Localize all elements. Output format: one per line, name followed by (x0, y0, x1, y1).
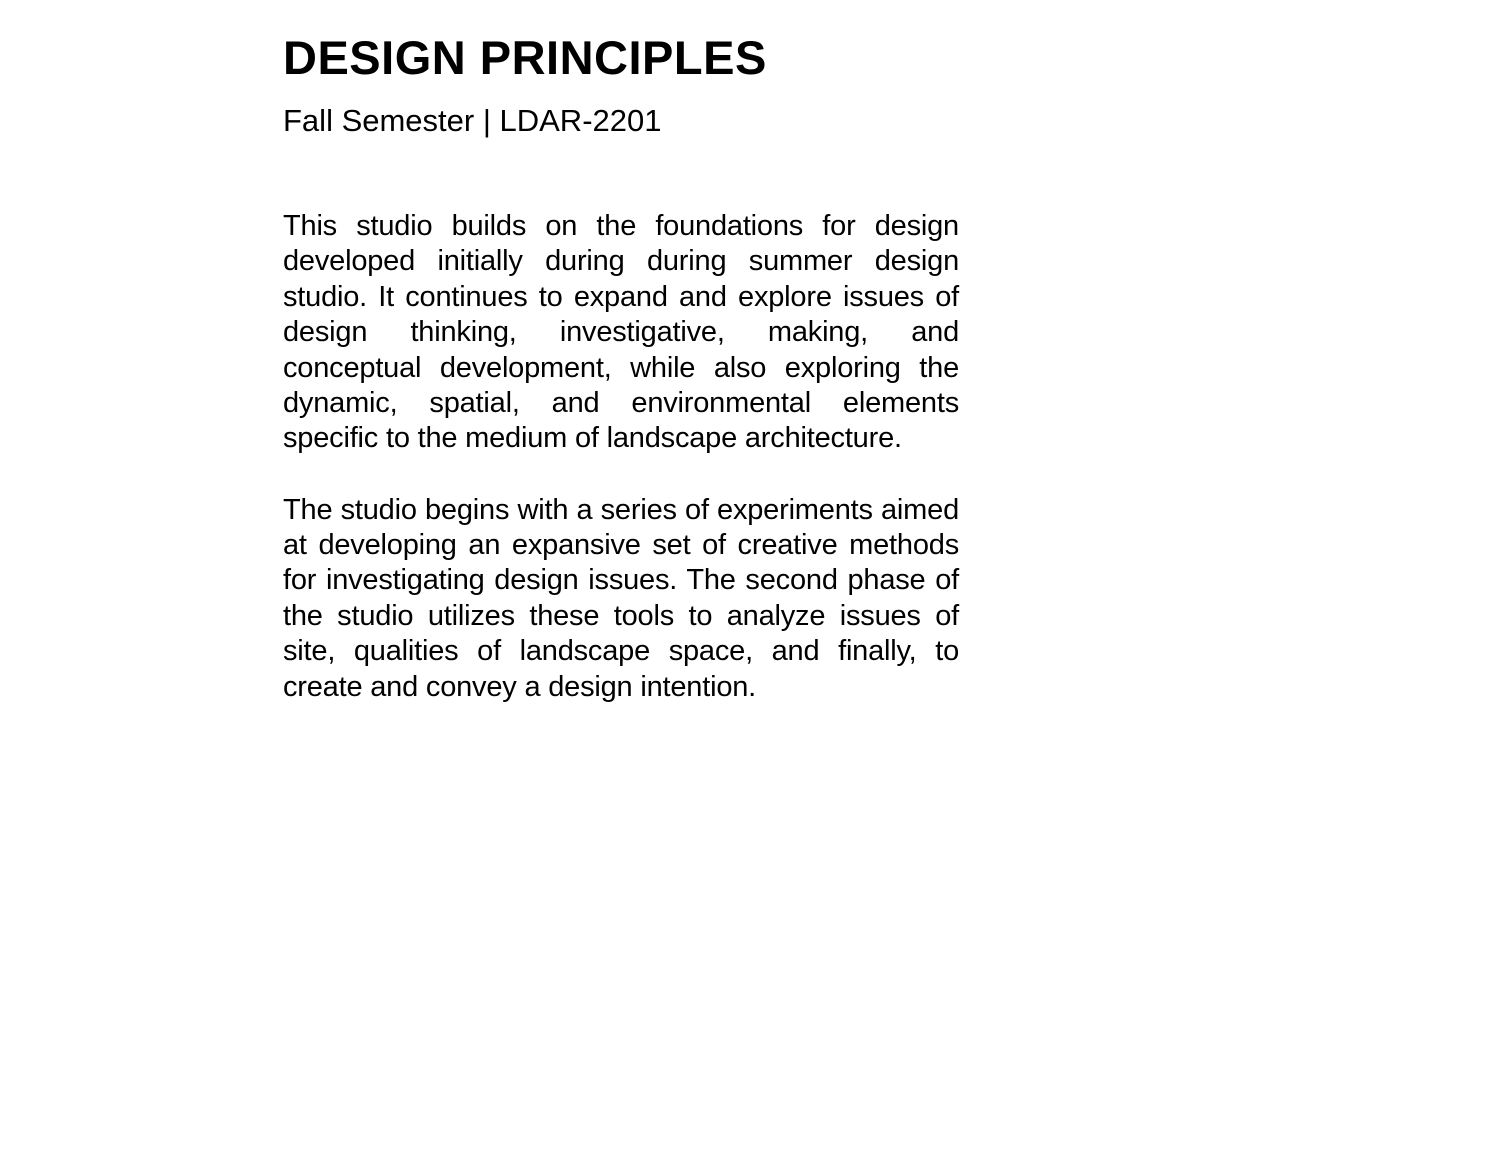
body-text: This studio builds on the foundations fo… (283, 209, 959, 705)
page-title: DESIGN PRINCIPLES (283, 30, 959, 85)
paragraph-1: This studio builds on the foundations fo… (283, 209, 959, 457)
paragraph-2: The studio begins with a series of exper… (283, 493, 959, 705)
course-subtitle: Fall Semester | LDAR-2201 (283, 103, 959, 139)
document-container: DESIGN PRINCIPLES Fall Semester | LDAR-2… (283, 30, 959, 741)
